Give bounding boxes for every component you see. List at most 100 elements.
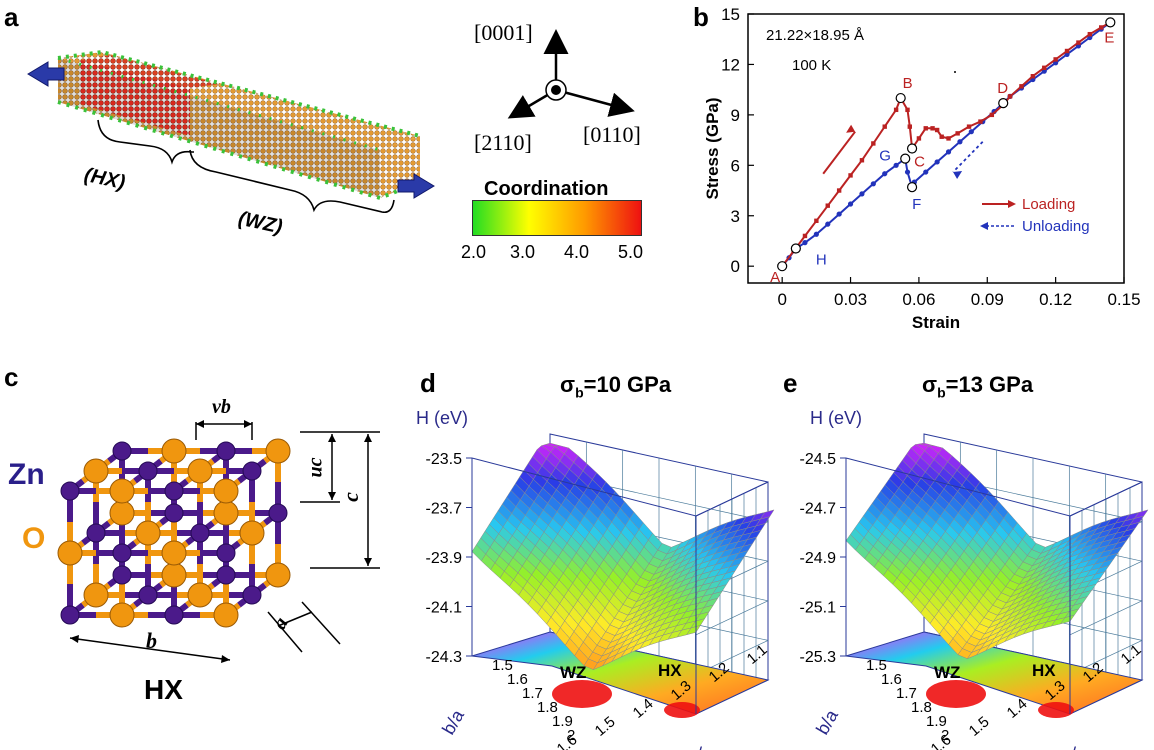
hx-minimum-label: HX: [658, 661, 682, 680]
zn-atom: [112, 565, 132, 585]
annotated-point: [895, 92, 906, 104]
point-label-A: A: [770, 269, 780, 286]
zn-atom: [60, 481, 80, 501]
data-point: [966, 124, 972, 129]
wz-minimum-label: WZ: [560, 663, 586, 682]
data-point: [802, 233, 808, 239]
z-tick-label: -24.7: [800, 501, 837, 518]
data-point: [1042, 65, 1047, 70]
o-label: O: [22, 522, 46, 555]
data-point: [1076, 40, 1081, 45]
annotated-point: [998, 98, 1009, 109]
o-atom: [187, 582, 213, 608]
o-atom: [213, 500, 239, 526]
energy-surface-13gpa: -24.5-24.7-24.9-25.1-25.3 1.51.61.71.81.9…: [800, 433, 1149, 750]
data-point: [1019, 84, 1024, 89]
zn-atom: [138, 461, 158, 481]
zn-atom: [190, 523, 210, 543]
annotated-point: [906, 182, 918, 193]
wz-minimum-region: [552, 680, 612, 708]
z-tick-label: -25.1: [800, 600, 837, 617]
data-point: [957, 139, 963, 145]
y-tick-label: 3: [731, 207, 740, 226]
zn-atom: [60, 605, 80, 625]
data-point: [882, 171, 888, 177]
data-point: [945, 149, 952, 155]
dim-vb: vb: [212, 396, 231, 418]
o-atom: [265, 562, 291, 588]
data-point: [955, 131, 960, 136]
z-tick-label: -23.7: [426, 501, 463, 518]
data-point: [859, 191, 865, 197]
data-point: [905, 107, 910, 113]
zn-atom: [216, 441, 236, 461]
ba-tick-label: 2: [941, 727, 949, 744]
ba-tick-label: 1.9: [552, 713, 573, 730]
annotated-point: [1105, 17, 1116, 28]
data-point: [934, 159, 940, 165]
data-point: [939, 134, 944, 139]
loading-arrowhead: [846, 124, 856, 133]
colorbar-tick-2: 2.0: [461, 242, 487, 262]
chart-frame: [747, 13, 1125, 284]
stress-strain-chart: 0 3 6 9 12 15 0 0.03 0.06 0.09 0.12 0.15 Strain Stres…: [703, 5, 1141, 332]
data-point: [989, 112, 995, 118]
zn-atom: [164, 605, 184, 625]
legend-loading: Loading: [1022, 196, 1075, 213]
zn-atom: [268, 503, 288, 523]
panel-label-d: d: [420, 368, 436, 398]
legend-loading-arrow: [1008, 200, 1016, 208]
zn-atom: [138, 585, 158, 605]
point-label-F: F: [912, 196, 921, 213]
z-tick-label: -24.9: [800, 550, 837, 567]
series-line-unloading: [781, 21, 1111, 267]
zn-atom: [242, 461, 262, 481]
panel-label-a: a: [4, 2, 19, 32]
y-tick-label: 6: [731, 156, 740, 175]
panel-d-zlabel: H (eV): [416, 408, 469, 428]
x-tick-label: 0.09: [971, 290, 1004, 309]
data-point: [825, 203, 830, 208]
o-atom: [213, 478, 239, 504]
zn-atom: [112, 543, 132, 563]
ca-axis-label: c/a: [1062, 744, 1087, 750]
x-axis-label: Strain: [912, 313, 960, 332]
size-annotation: 21.22×18.95 Å: [766, 27, 864, 44]
ca-tick-label: 1.6: [554, 731, 581, 750]
dim-c: c: [337, 492, 363, 502]
data-point: [923, 126, 928, 131]
o-atom: [239, 520, 265, 546]
wall-gridline: [695, 600, 769, 636]
data-point: [847, 201, 854, 207]
data-point: [871, 141, 876, 146]
stray-dot: [954, 71, 956, 73]
data-point: [813, 231, 819, 237]
o-atom: [109, 500, 135, 526]
data-point: [904, 169, 911, 175]
coordination-colorbar: [472, 200, 642, 236]
ba-tick-label: 1.9: [926, 713, 947, 730]
annotated-point: [790, 243, 801, 254]
ba-tick-label: 1.7: [522, 685, 543, 702]
point-label-G: G: [879, 148, 891, 165]
data-point: [916, 136, 922, 141]
o-atom: [83, 582, 109, 608]
o-atom: [109, 602, 135, 628]
data-point: [1064, 48, 1070, 54]
zn-atom: [86, 523, 106, 543]
data-point: [934, 127, 940, 133]
colorbar-tick-3: 3.0: [510, 242, 536, 262]
data-point: [1087, 31, 1093, 37]
data-point: [907, 124, 912, 129]
annotated-point: [900, 153, 911, 164]
x-tick-label: 0.06: [902, 290, 935, 309]
data-point: [893, 162, 899, 168]
data-point: [836, 211, 842, 217]
o-atom: [109, 478, 135, 504]
direction-2110: [2110]: [474, 130, 532, 155]
point-label-H: H: [816, 252, 827, 269]
ba-tick-label: 1.6: [881, 671, 902, 688]
point-label-B: B: [903, 75, 913, 92]
dim-b: b: [146, 628, 157, 653]
wz-minimum-label: WZ: [934, 663, 960, 682]
